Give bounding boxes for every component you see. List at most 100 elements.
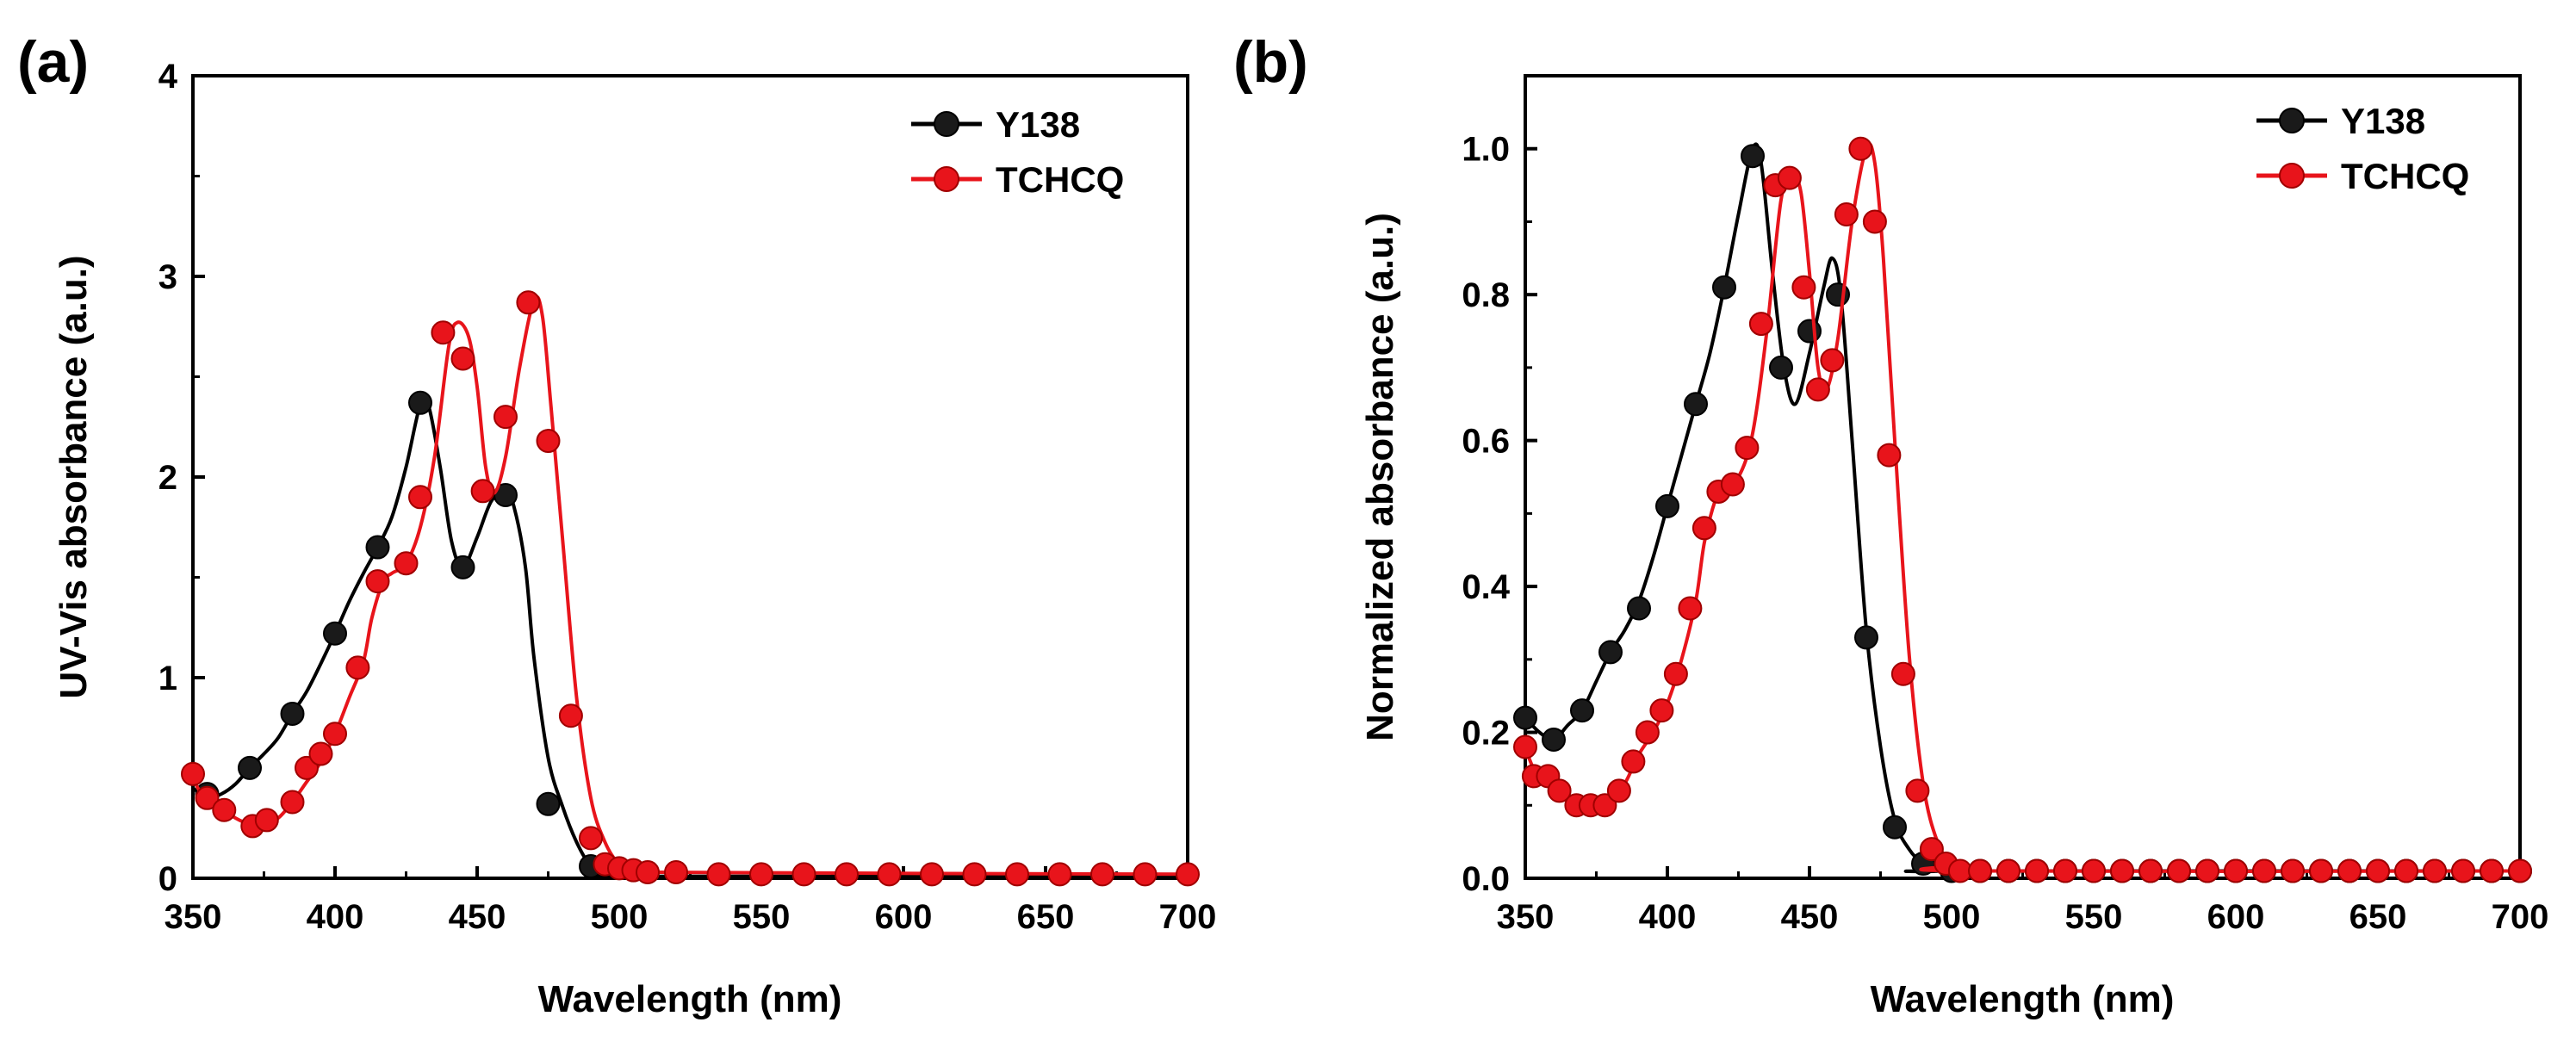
legend-label-tchcq-a: TCHCQ — [996, 159, 1124, 200]
data-point-tchcq-a — [920, 862, 944, 887]
series-layer-a — [181, 290, 1200, 887]
data-point-y138-b — [1769, 355, 1793, 380]
y-tick-label-b: 1.0 — [1462, 131, 1510, 169]
y-tick-label-a: 2 — [158, 459, 177, 497]
legend-marker-tchcq-a — [934, 166, 959, 192]
data-point-tchcq-a — [664, 860, 688, 885]
panel-label-a: (a) — [17, 29, 89, 95]
data-point-tchcq-a — [195, 785, 220, 810]
legend-a: Y138 TCHCQ — [911, 104, 1124, 200]
data-point-tchcq-b — [2252, 858, 2276, 883]
data-point-tchcq-a — [345, 655, 370, 680]
data-point-y138-b — [1741, 144, 1765, 169]
data-point-tchcq-b — [2224, 858, 2248, 883]
data-point-tchcq-b — [2053, 858, 2077, 883]
data-point-tchcq-b — [1606, 778, 1631, 803]
data-point-y138-a — [365, 535, 390, 560]
data-point-tchcq-b — [2508, 858, 2532, 883]
data-point-tchcq-a — [394, 551, 419, 576]
data-point-y138-b — [1712, 275, 1736, 300]
chart-panel-a: (a) 350 400 450 500 550 600 650 700 0 1 2 3 4 Wavele… — [17, 29, 1216, 1020]
data-point-tchcq-a — [962, 862, 987, 887]
data-point-tchcq-a — [877, 862, 902, 887]
data-point-tchcq-b — [2366, 858, 2390, 883]
series-layer-b — [1513, 136, 2532, 883]
data-point-y138-b — [1684, 392, 1708, 417]
data-point-y138-a — [493, 482, 518, 507]
legend-label-y138-b: Y138 — [2341, 101, 2425, 141]
data-point-tchcq-a — [450, 346, 475, 371]
x-axis-title-a: Wavelength (nm) — [538, 978, 842, 1020]
data-point-tchcq-a — [295, 755, 319, 780]
data-point-tchcq-a — [365, 569, 390, 594]
data-point-y138-b — [1542, 728, 1566, 753]
data-point-tchcq-b — [1820, 348, 1845, 373]
data-point-tchcq-b — [2451, 858, 2475, 883]
x-tick-label-b: 400 — [1639, 898, 1697, 936]
y-tick-label-b: 0.6 — [1462, 423, 1510, 461]
x-tick-label-b: 550 — [2065, 898, 2123, 936]
chart-panel-b: (b) 350 400 450 500 550 600 650 700 0.0 0.2 0.4 0.6… — [1233, 29, 2548, 1020]
data-point-tchcq-b — [2082, 858, 2106, 883]
data-point-tchcq-b — [1649, 698, 1674, 723]
x-tick-label-a: 450 — [449, 898, 506, 936]
data-point-tchcq-b — [1777, 165, 1802, 190]
panel-label-b: (b) — [1233, 29, 1308, 95]
data-point-tchcq-b — [2167, 858, 2191, 883]
legend-marker-y138-a — [934, 111, 959, 137]
data-point-y138-b — [1627, 596, 1651, 621]
data-point-tchcq-a — [1176, 862, 1200, 887]
data-point-tchcq-b — [1805, 377, 1830, 402]
data-point-tchcq-b — [1735, 436, 1760, 461]
data-point-y138-b — [1513, 705, 1537, 730]
x-tick-label-a: 500 — [591, 898, 649, 936]
data-point-tchcq-a — [493, 405, 518, 430]
data-point-tchcq-a — [181, 761, 205, 786]
x-tick-label-a: 650 — [1017, 898, 1075, 936]
y-axis-title-b: Normalized absorbance (a.u.) — [1359, 213, 1401, 741]
data-point-y138-b — [1570, 698, 1594, 723]
data-point-tchcq-b — [1996, 858, 2020, 883]
data-point-tchcq-a — [706, 862, 731, 887]
data-point-tchcq-a — [280, 790, 305, 815]
data-point-tchcq-b — [2138, 858, 2163, 883]
axis-ticks-a: 350 400 450 500 550 600 650 700 0 1 2 3 4 — [158, 58, 1217, 936]
data-point-tchcq-a — [516, 290, 541, 315]
y-tick-label-b: 0.0 — [1462, 860, 1510, 898]
data-point-y138-a — [238, 755, 262, 780]
data-point-tchcq-b — [1592, 793, 1617, 818]
data-point-y138-b — [1883, 815, 1907, 840]
data-point-tchcq-b — [1663, 661, 1688, 686]
data-point-tchcq-a — [323, 722, 347, 747]
data-point-tchcq-b — [1547, 778, 1572, 803]
data-point-y138-a — [408, 390, 432, 415]
data-point-tchcq-b — [1862, 209, 1887, 234]
data-point-tchcq-a — [431, 320, 456, 345]
data-point-tchcq-a — [749, 862, 773, 887]
data-point-tchcq-b — [2195, 858, 2219, 883]
legend-label-y138-a: Y138 — [996, 104, 1080, 145]
data-point-tchcq-b — [1848, 136, 1873, 161]
data-point-tchcq-a — [1090, 862, 1114, 887]
data-point-tchcq-b — [2025, 858, 2049, 883]
data-point-tchcq-a — [536, 429, 561, 454]
data-point-y138-a — [323, 621, 347, 646]
x-axis-title-b: Wavelength (nm) — [1871, 978, 2175, 1020]
data-point-tchcq-b — [1621, 749, 1646, 774]
data-point-tchcq-a — [636, 860, 660, 885]
x-tick-label-b: 500 — [1923, 898, 1981, 936]
legend-label-tchcq-b: TCHCQ — [2341, 156, 2469, 196]
data-point-tchcq-b — [1791, 275, 1816, 300]
y-tick-label-a: 0 — [158, 860, 177, 898]
x-tick-label-a: 700 — [1159, 898, 1217, 936]
data-point-y138-b — [1655, 493, 1679, 518]
x-tick-label-a: 400 — [307, 898, 364, 936]
data-point-tchcq-a — [1047, 862, 1072, 887]
data-point-y138-b — [1797, 319, 1822, 344]
legend-marker-tchcq-b — [2279, 163, 2305, 189]
data-point-tchcq-b — [2110, 858, 2134, 883]
x-tick-label-b: 650 — [2349, 898, 2407, 936]
legend-marker-y138-b — [2279, 108, 2305, 133]
data-point-tchcq-a — [470, 479, 495, 504]
